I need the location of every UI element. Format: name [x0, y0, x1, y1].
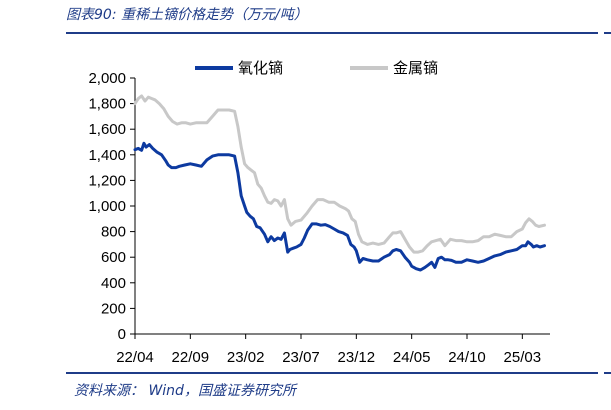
- source-divider-edge: [604, 372, 611, 374]
- legend-label: 氧化镝: [238, 59, 283, 77]
- y-tick-label: 0: [118, 326, 126, 343]
- x-tick-label: 22/04: [116, 349, 154, 366]
- legend-label: 金属镝: [393, 59, 438, 77]
- x-tick-label: 25/03: [504, 349, 542, 366]
- legend: 氧化镝 金属镝: [195, 59, 438, 77]
- y-tick-label: 200: [101, 300, 126, 317]
- y-tick-label: 1,800: [88, 96, 126, 113]
- y-tick-label: 600: [101, 249, 126, 266]
- y-tick-label: 1,600: [88, 121, 126, 138]
- y-tick-label: 1,000: [88, 198, 126, 215]
- y-tick-label: 400: [101, 275, 126, 292]
- x-tick-label: 24/10: [448, 349, 486, 366]
- source-divider: [66, 372, 598, 374]
- x-tick-label: 23/07: [282, 349, 320, 366]
- x-tick-label: 22/09: [172, 349, 210, 366]
- chart-title: 图表90: 重稀土镝价格走势（万元/吨）: [66, 7, 308, 23]
- series-line-dysprosium-metal: [133, 94, 546, 254]
- y-tick-label: 800: [101, 224, 126, 241]
- x-tick-label: 23/12: [338, 349, 376, 366]
- y-tick-label: 1,400: [88, 147, 126, 164]
- title-divider-edge: [604, 32, 611, 34]
- series-line-dysprosium-oxide: [133, 141, 546, 272]
- y-tick-label: 2,000: [88, 70, 126, 87]
- y-tick-label: 1,200: [88, 172, 126, 189]
- title-divider: [66, 32, 598, 34]
- x-tick-label: 24/05: [393, 349, 431, 366]
- axes: 0 200 400 600 800 1,000 1,200 1,400 1,600 1,800 2,…: [88, 70, 550, 366]
- source-note: 资料来源： Wind，国盛证券研究所: [74, 383, 296, 399]
- series: [133, 94, 546, 272]
- x-tick-label: 23/02: [227, 349, 265, 366]
